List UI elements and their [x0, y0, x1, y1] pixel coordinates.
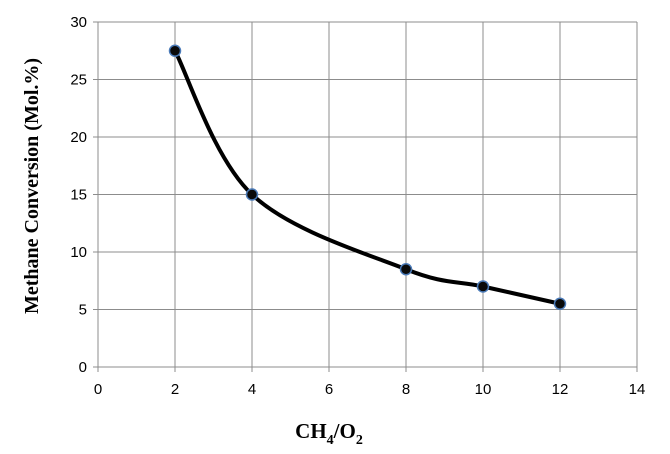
data-point	[476, 280, 490, 293]
y-tick-label: 10	[70, 244, 87, 261]
y-tick-label: 5	[79, 302, 87, 319]
y-tick-label: 30	[70, 14, 87, 31]
y-axis-title: Methane Conversion (Mol.%)	[21, 58, 43, 314]
data-point	[553, 297, 567, 310]
data-point	[245, 188, 259, 201]
x-tick-label: 4	[248, 381, 256, 398]
y-tick-label: 15	[70, 187, 87, 204]
x-tick-label: 8	[402, 381, 410, 398]
y-tick-label: 0	[79, 359, 87, 376]
x-axis-title-sub2: 2	[356, 433, 363, 448]
x-tick-labels: 0 2 4 6 8 10 12 14	[94, 381, 646, 398]
x-axis-title: CH4/O2	[295, 419, 363, 448]
data-point	[168, 44, 182, 57]
x-axis-title-sub1: 4	[327, 433, 334, 448]
x-tick-label: 10	[475, 381, 492, 398]
series-line	[173, 48, 562, 306]
x-tick-label: 6	[325, 381, 333, 398]
y-tick-label: 20	[70, 129, 87, 146]
x-tick-label: 12	[552, 381, 569, 398]
grid-lines	[93, 21, 638, 372]
y-tick-labels: 0 5 10 15 20 25 30	[70, 14, 87, 376]
y-tick-label: 25	[70, 72, 87, 89]
x-tick-label: 14	[629, 381, 646, 398]
data-point	[399, 263, 413, 276]
series-layer	[168, 44, 567, 310]
x-tick-label: 2	[171, 381, 179, 398]
x-axis-title-main: CH	[295, 419, 327, 443]
x-axis-title-mid: /O	[333, 419, 356, 443]
x-tick-label: 0	[94, 381, 102, 398]
